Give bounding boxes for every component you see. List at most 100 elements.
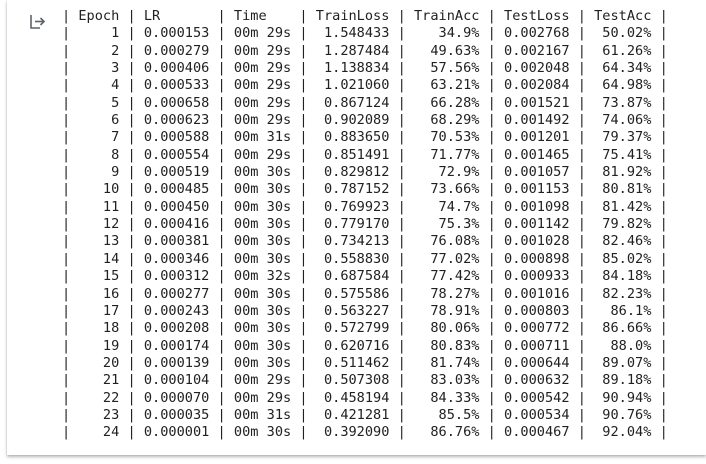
cell-epoch: 19: [78, 337, 120, 354]
cell-testloss: 0.001201: [504, 129, 570, 146]
cell-trainloss: 0.575586: [315, 285, 390, 302]
cell-testloss: 0.001142: [504, 216, 570, 233]
cell-testacc: 73.87%: [594, 94, 652, 111]
cell-testloss: 0.001098: [504, 198, 570, 215]
cell-testloss: 0.000898: [504, 250, 570, 267]
cell-testloss: 0.000467: [504, 424, 570, 441]
cell-testloss: 0.002768: [504, 25, 570, 42]
cell-epoch: 18: [78, 320, 120, 337]
cell-epoch: 6: [78, 112, 120, 129]
cell-testloss: 0.001492: [504, 112, 570, 129]
cell-trainacc: 68.29%: [414, 112, 480, 129]
cell-trainacc: 85.5%: [414, 406, 480, 423]
cell-trainacc: 71.77%: [414, 146, 480, 163]
cell-testloss: 0.001521: [504, 94, 570, 111]
cell-testacc: 64.34%: [594, 60, 652, 77]
cell-epoch: 3: [78, 60, 120, 77]
cell-testloss: 0.000803: [504, 302, 570, 319]
cell-lr: 0.000208: [143, 320, 210, 337]
table-row: | 12 | 0.000416 | 00m 30s | 0.779170 | 7…: [62, 216, 676, 233]
cell-time: 00m 29s: [233, 112, 292, 129]
cell-lr: 0.000381: [143, 233, 210, 250]
cell-epoch: 23: [78, 406, 120, 423]
cell-testloss: 0.001153: [504, 181, 570, 198]
table-row: | 19 | 0.000174 | 00m 30s | 0.620716 | 8…: [62, 337, 676, 354]
cell-lr: 0.000623: [143, 112, 210, 129]
cell-trainloss: 0.507308: [315, 372, 390, 389]
cell-time: 00m 29s: [233, 60, 292, 77]
cell-trainloss: 0.687584: [315, 268, 390, 285]
cell-trainacc: 78.91%: [414, 302, 480, 319]
cell-epoch: 12: [78, 216, 120, 233]
cell-time: 00m 29s: [233, 94, 292, 111]
cell-lr: 0.000277: [143, 285, 210, 302]
table-row: | 9 | 0.000519 | 00m 30s | 0.829812 | 72…: [62, 164, 676, 181]
cell-trainacc: 63.21%: [414, 77, 480, 94]
column-header-testloss: TestLoss: [504, 8, 570, 24]
cell-epoch: 1: [78, 25, 120, 42]
cell-testloss: 0.001016: [504, 285, 570, 302]
cell-lr: 0.000485: [143, 181, 210, 198]
cell-time: 00m 30s: [233, 233, 292, 250]
cell-trainacc: 86.76%: [414, 424, 480, 441]
cell-trainacc: 81.74%: [414, 354, 480, 371]
cell-trainloss: 0.734213: [315, 233, 390, 250]
cell-epoch: 11: [78, 198, 120, 215]
cell-testacc: 61.26%: [594, 42, 652, 59]
cell-trainacc: 76.08%: [414, 233, 480, 250]
cell-testacc: 64.98%: [594, 77, 652, 94]
cell-time: 00m 30s: [233, 216, 292, 233]
cell-epoch: 21: [78, 372, 120, 389]
cell-trainacc: 83.03%: [414, 372, 480, 389]
cell-trainloss: 1.138834: [315, 60, 390, 77]
column-header-trainacc: TrainAcc: [414, 8, 480, 24]
cell-testacc: 86.1%: [594, 302, 652, 319]
cell-testacc: 92.04%: [594, 424, 652, 441]
cell-trainacc: 34.9%: [414, 25, 480, 42]
cell-testacc: 82.46%: [594, 233, 652, 250]
cell-lr: 0.000416: [143, 216, 210, 233]
cell-time: 00m 30s: [233, 354, 292, 371]
cell-lr: 0.000312: [143, 268, 210, 285]
cell-lr: 0.000406: [143, 60, 210, 77]
cell-testacc: 84.18%: [594, 268, 652, 285]
column-header-lr: LR: [143, 8, 210, 24]
cell-epoch: 4: [78, 77, 120, 94]
cell-epoch: 13: [78, 233, 120, 250]
cell-time: 00m 30s: [233, 302, 292, 319]
table-row: | 3 | 0.000406 | 00m 29s | 1.138834 | 57…: [62, 60, 676, 77]
cell-trainloss: 0.392090: [315, 424, 390, 441]
cell-testacc: 74.06%: [594, 112, 652, 129]
cell-epoch: 8: [78, 146, 120, 163]
cell-testacc: 88.0%: [594, 337, 652, 354]
cell-epoch: 7: [78, 129, 120, 146]
table-row: | 16 | 0.000277 | 00m 30s | 0.575586 | 7…: [62, 285, 676, 302]
cell-trainloss: 0.511462: [315, 354, 390, 371]
cell-testacc: 82.23%: [594, 285, 652, 302]
cell-trainacc: 80.06%: [414, 320, 480, 337]
cell-testacc: 50.02%: [594, 25, 652, 42]
cell-testloss: 0.000632: [504, 372, 570, 389]
output-redirect-icon[interactable]: [29, 13, 47, 31]
cell-lr: 0.000658: [143, 94, 210, 111]
cell-epoch: 20: [78, 354, 120, 371]
cell-time: 00m 29s: [233, 25, 292, 42]
cell-epoch: 2: [78, 42, 120, 59]
cell-trainloss: 0.563227: [315, 302, 390, 319]
cell-time: 00m 30s: [233, 164, 292, 181]
cell-lr: 0.000070: [143, 389, 210, 406]
cell-testacc: 89.18%: [594, 372, 652, 389]
cell-epoch: 9: [78, 164, 120, 181]
cell-trainacc: 77.02%: [414, 250, 480, 267]
cell-time: 00m 29s: [233, 146, 292, 163]
cell-trainacc: 49.63%: [414, 42, 480, 59]
cell-trainloss: 0.421281: [315, 406, 390, 423]
cell-time: 00m 30s: [233, 250, 292, 267]
cell-time: 00m 30s: [233, 320, 292, 337]
cell-trainacc: 70.53%: [414, 129, 480, 146]
cell-trainloss: 0.867124: [315, 94, 390, 111]
table-row: | 7 | 0.000588 | 00m 31s | 0.883650 | 70…: [62, 129, 676, 146]
column-header-time: Time: [233, 8, 292, 24]
cell-trainloss: 0.883650: [315, 129, 390, 146]
cell-trainacc: 73.66%: [414, 181, 480, 198]
